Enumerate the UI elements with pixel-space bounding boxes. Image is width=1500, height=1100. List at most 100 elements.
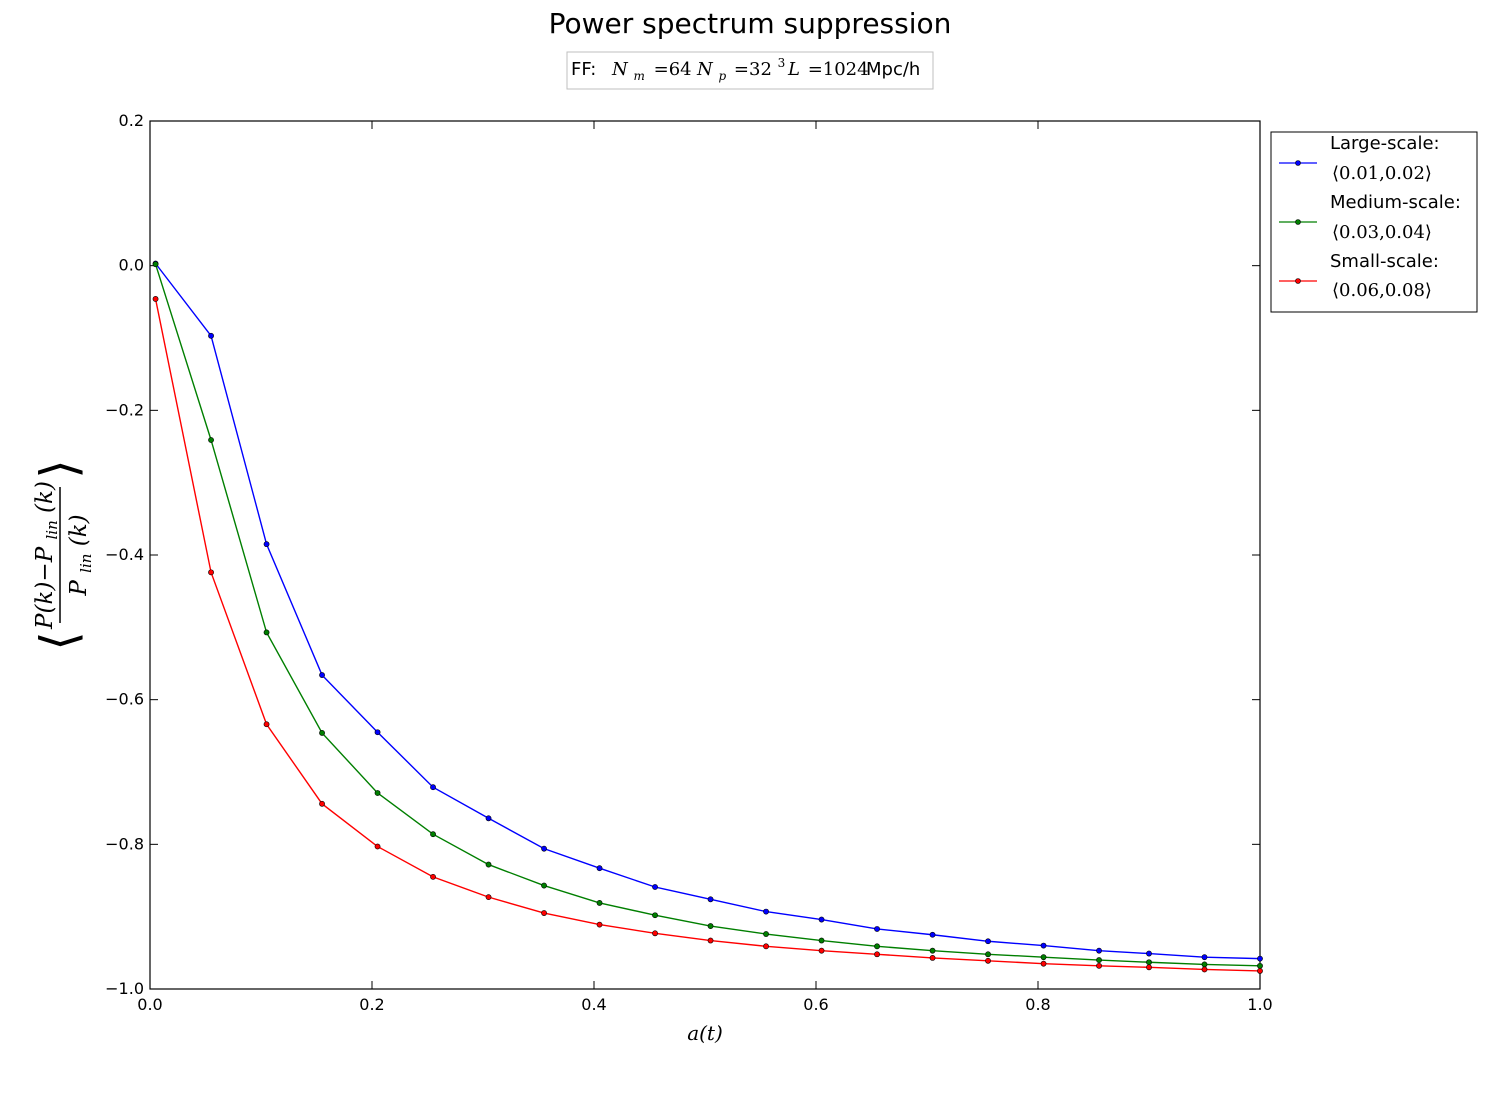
series-line-large-scale xyxy=(154,263,1261,960)
data-point-medium-scale xyxy=(652,912,658,919)
data-point-large-scale xyxy=(596,865,603,872)
data-point-medium-scale xyxy=(263,629,270,636)
data-point-small-scale xyxy=(985,957,991,964)
data-point-medium-scale xyxy=(430,831,436,838)
y-label-left-bracket: ⟨ xyxy=(30,631,88,651)
x-tick-label: 1.0 xyxy=(1247,995,1272,1014)
y-label-numerator-sub: lin xyxy=(43,520,61,539)
data-point-small-scale xyxy=(541,910,547,916)
y-label-denominator-sub: lin xyxy=(77,554,95,573)
legend: Large-scale: ⟨0.01,0.02⟩ Medium-scale: ⟨… xyxy=(1270,131,1478,313)
chart-title: Power spectrum suppression xyxy=(549,7,952,40)
data-point-medium-scale xyxy=(929,947,936,954)
data-point-small-scale xyxy=(1257,968,1263,974)
x-tick-label: 0.0 xyxy=(137,995,162,1014)
subtitle-np: N xyxy=(696,59,714,80)
subtitle-box-frame xyxy=(566,51,934,90)
data-point-large-scale xyxy=(541,845,547,852)
data-point-large-scale xyxy=(707,896,714,903)
y-label-denominator-main: P xyxy=(66,580,92,597)
subtitle-nm-sub: m xyxy=(633,69,644,83)
data-point-medium-scale xyxy=(485,861,492,868)
data-point-medium-scale xyxy=(319,730,325,736)
legend-label-medium-scale: Medium-scale: xyxy=(1330,192,1461,213)
data-point-medium-scale xyxy=(763,931,769,937)
y-tick-label: −0.8 xyxy=(105,834,144,853)
data-point-large-scale xyxy=(430,784,436,791)
legend-entry-small-scale: Small-scale: ⟨0.06,0.08⟩ xyxy=(1279,251,1439,301)
y-label-right-bracket: ⟩ xyxy=(30,459,88,479)
data-point-medium-scale xyxy=(152,261,159,268)
y-tick-label: 0.0 xyxy=(119,256,144,275)
data-point-small-scale xyxy=(1201,966,1208,973)
y-label-denominator-tail: (k) xyxy=(66,514,92,546)
data-point-small-scale xyxy=(1146,964,1152,971)
legend-marker-small-scale xyxy=(1295,278,1301,284)
plot-area-frame xyxy=(149,120,1261,990)
data-point-medium-scale xyxy=(985,951,991,958)
data-point-medium-scale xyxy=(1096,957,1102,963)
subtitle-nm-value: =64 xyxy=(654,59,692,80)
y-tick-label: 0.2 xyxy=(119,111,144,130)
data-point-small-scale xyxy=(929,954,936,961)
x-tick-label: 0.2 xyxy=(359,995,384,1014)
series-layer xyxy=(152,260,1263,974)
y-label-numerator-main: P(k)−P xyxy=(32,546,58,630)
data-point-medium-scale xyxy=(374,790,381,796)
y-label-numerator: P(k)−P lin (k) xyxy=(32,481,63,630)
subtitle-prefix: FF: xyxy=(571,59,596,80)
subtitle-np-sub: p xyxy=(718,69,726,83)
data-point-large-scale xyxy=(485,815,492,822)
data-point-large-scale xyxy=(652,884,658,890)
data-point-large-scale xyxy=(374,729,381,736)
data-point-large-scale xyxy=(1096,947,1102,954)
data-point-large-scale xyxy=(874,926,880,932)
x-tick-label: 0.8 xyxy=(1025,995,1050,1014)
subtitle-unit: Mpc/h xyxy=(866,59,920,80)
data-point-large-scale xyxy=(1201,954,1208,961)
data-point-medium-scale xyxy=(707,923,714,929)
data-point-small-scale xyxy=(1040,960,1047,967)
data-point-large-scale xyxy=(929,931,936,938)
subtitle-np-exp: 3 xyxy=(778,56,786,70)
data-point-small-scale xyxy=(652,930,658,937)
series-line-medium-scale xyxy=(154,264,1261,967)
data-point-small-scale xyxy=(818,947,825,954)
legend-range-medium-scale: ⟨0.03,0.04⟩ xyxy=(1332,222,1432,243)
data-point-large-scale xyxy=(208,332,214,339)
data-point-large-scale xyxy=(985,938,991,945)
y-tick-label: −0.2 xyxy=(105,400,144,419)
data-point-large-scale xyxy=(1257,955,1263,962)
legend-marker-large-scale xyxy=(1295,160,1301,166)
data-point-small-scale xyxy=(485,894,492,901)
legend-label-large-scale: Large-scale: xyxy=(1330,133,1440,154)
y-label-numerator-tail: (k) xyxy=(32,481,58,513)
data-point-small-scale xyxy=(874,951,880,958)
data-point-small-scale xyxy=(707,937,714,944)
subtitle-np-value: =32 xyxy=(734,59,772,80)
data-point-large-scale xyxy=(1146,950,1152,957)
legend-entry-medium-scale: Medium-scale: ⟨0.03,0.04⟩ xyxy=(1279,192,1461,243)
y-label-denominator: P lin (k) xyxy=(66,514,97,596)
legend-marker-medium-scale xyxy=(1295,219,1301,225)
data-point-medium-scale xyxy=(1146,959,1152,966)
y-axis-ticks: 0.2 0.0 −0.2 −0.4 −0.6 −0.8 −1.0 xyxy=(105,111,1260,998)
subtitle-text: FF: N m =64 N p =32 3 L =1024 Mpc/h xyxy=(571,51,920,85)
data-point-small-scale xyxy=(596,921,603,928)
legend-range-large-scale: ⟨0.01,0.02⟩ xyxy=(1332,163,1432,184)
y-axis-label: ⟨ ⟩ P(k)−P lin (k) P lin (k) xyxy=(30,459,97,651)
x-axis-label: a(t) xyxy=(687,1021,723,1045)
data-point-medium-scale xyxy=(1257,962,1263,969)
legend-label-small-scale: Small-scale: xyxy=(1330,251,1439,272)
data-point-large-scale xyxy=(263,541,270,548)
x-tick-label: 0.6 xyxy=(803,995,828,1014)
subtitle-nm: N xyxy=(611,59,629,80)
subtitle-l-value: =1024 xyxy=(808,59,869,80)
series-line-small-scale xyxy=(154,298,1261,972)
data-point-medium-scale xyxy=(208,437,214,443)
data-point-medium-scale xyxy=(818,937,825,944)
data-point-large-scale xyxy=(818,916,825,923)
data-point-small-scale xyxy=(152,296,159,302)
data-point-large-scale xyxy=(1040,942,1047,949)
